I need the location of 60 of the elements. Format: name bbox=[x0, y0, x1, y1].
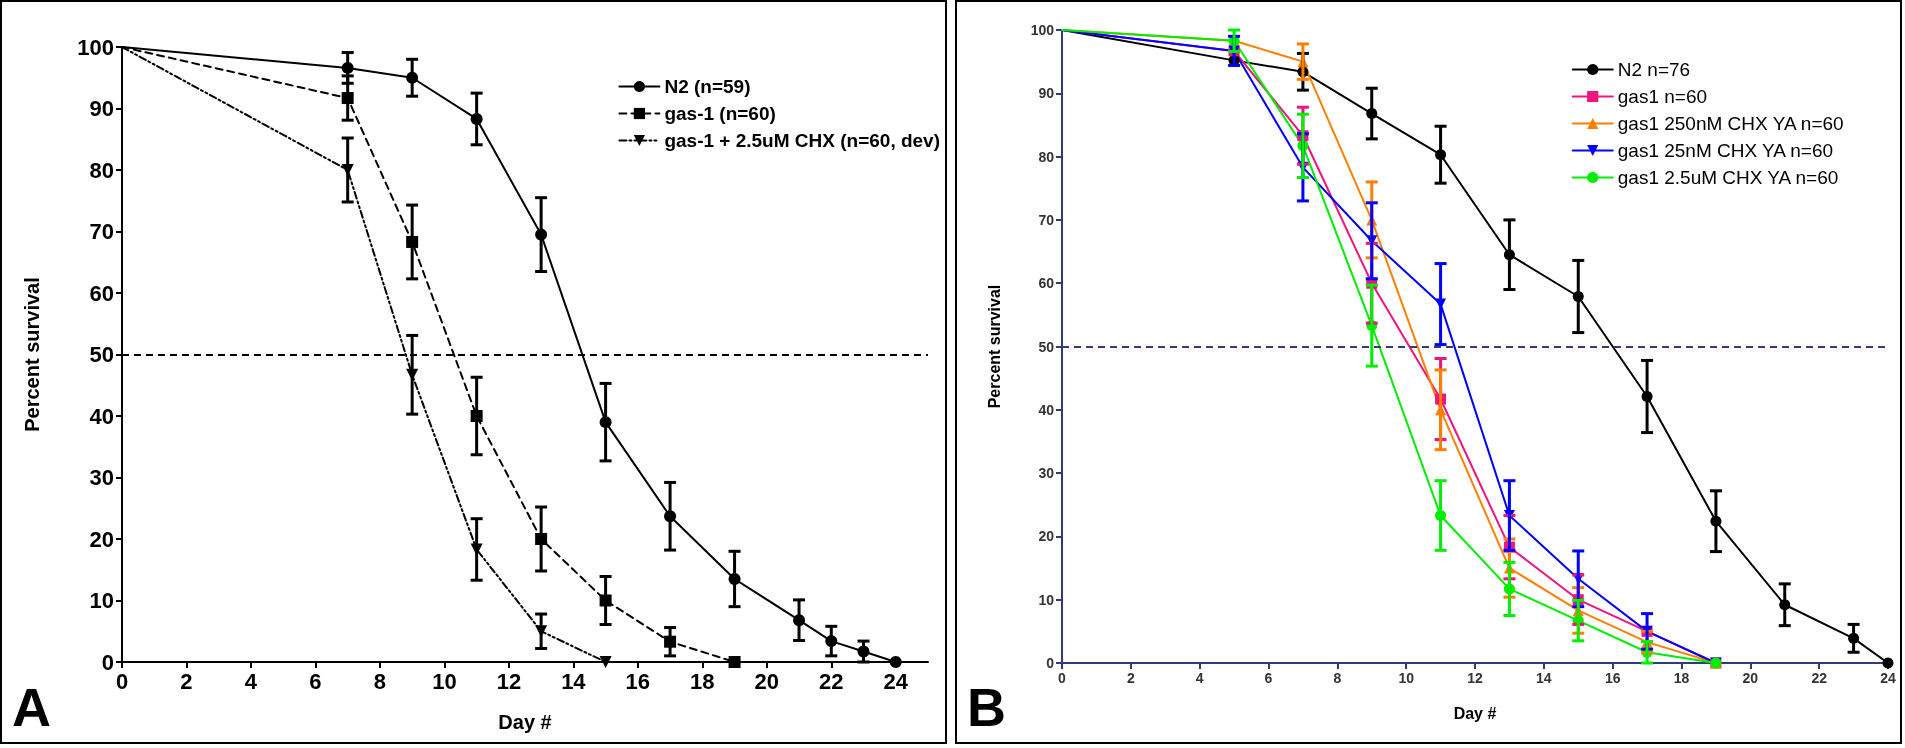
x-tick-label: 12 bbox=[1467, 670, 1483, 686]
y-tick-label: 60 bbox=[89, 280, 114, 306]
legend-label: gas-1 (n=60) bbox=[664, 103, 776, 124]
x-tick-label: 16 bbox=[1604, 670, 1621, 686]
x-tick-label: 18 bbox=[690, 668, 715, 694]
y-tick-label: 60 bbox=[1038, 275, 1055, 292]
x-tick-label: 10 bbox=[432, 668, 457, 694]
x-tick-label: 8 bbox=[373, 668, 387, 694]
x-tick-label: 0 bbox=[1058, 670, 1067, 686]
y-tick-label: 90 bbox=[89, 96, 114, 121]
x-tick-label: 2 bbox=[1126, 670, 1135, 686]
legend-label: gas1 2.5uM CHX YA n=60 bbox=[1617, 167, 1839, 188]
y-tick-label: 90 bbox=[1038, 85, 1055, 102]
legend-label: N2 (n=59) bbox=[664, 76, 751, 97]
x-tick-label: 12 bbox=[496, 668, 522, 694]
x-tick-label: 16 bbox=[625, 668, 651, 694]
y-tick-label: 0 bbox=[1046, 655, 1055, 671]
y-tick-label: 80 bbox=[89, 157, 114, 183]
y-tick-label: 40 bbox=[89, 403, 114, 429]
legend-label: gas1 n=60 bbox=[1617, 86, 1708, 107]
x-tick-label: 4 bbox=[244, 668, 258, 694]
y-tick-label: 40 bbox=[1038, 401, 1055, 418]
x-axis-title: Day # bbox=[498, 711, 552, 733]
y-tick-label: 80 bbox=[1038, 148, 1055, 165]
x-tick-label: 6 bbox=[309, 668, 322, 694]
y-tick-label: 50 bbox=[89, 342, 114, 367]
x-axis-title: Day # bbox=[1453, 704, 1497, 722]
x-tick-label: 24 bbox=[883, 668, 909, 694]
y-axis-title: Percent survival bbox=[985, 284, 1003, 409]
x-tick-label: 6 bbox=[1264, 670, 1273, 686]
x-tick-label: 14 bbox=[1536, 670, 1552, 686]
legend-label: gas-1 + 2.5uM CHX (n=60, dev) bbox=[664, 130, 940, 151]
x-tick-label: 20 bbox=[754, 668, 780, 694]
x-tick-label: 2 bbox=[180, 668, 193, 694]
y-tick-label: 10 bbox=[89, 588, 114, 613]
x-tick-label: 22 bbox=[819, 668, 844, 694]
y-tick-label: 50 bbox=[1038, 338, 1055, 355]
y-tick-label: 20 bbox=[89, 526, 114, 552]
x-tick-label: 20 bbox=[1742, 670, 1759, 686]
legend-label: gas1 250nM CHX YA n=60 bbox=[1617, 113, 1844, 134]
y-tick-label: 30 bbox=[89, 465, 114, 490]
y-tick-label: 70 bbox=[89, 219, 114, 244]
y-tick-label: 30 bbox=[1038, 465, 1055, 482]
legend-label: gas1 25nM CHX YA n=60 bbox=[1617, 140, 1834, 161]
x-tick-label: 24 bbox=[1880, 670, 1896, 686]
x-tick-label: 8 bbox=[1333, 670, 1342, 686]
x-tick-label: 18 bbox=[1673, 670, 1690, 686]
y-tick-label: 100 bbox=[1030, 22, 1055, 38]
x-tick-label: 4 bbox=[1195, 670, 1204, 686]
y-tick-label: 10 bbox=[1038, 591, 1055, 608]
y-tick-label: 70 bbox=[1038, 211, 1055, 228]
y-tick-label: 20 bbox=[1038, 528, 1055, 545]
x-tick-label: 10 bbox=[1398, 670, 1415, 686]
text: A bbox=[12, 677, 51, 737]
y-tick-label: 100 bbox=[77, 34, 114, 60]
x-tick-label: 14 bbox=[561, 668, 587, 694]
legend-label: N2 n=76 bbox=[1617, 59, 1691, 80]
text: B bbox=[967, 677, 1006, 737]
y-axis-title: Percent survival bbox=[21, 277, 43, 432]
x-tick-label: 22 bbox=[1811, 670, 1828, 686]
